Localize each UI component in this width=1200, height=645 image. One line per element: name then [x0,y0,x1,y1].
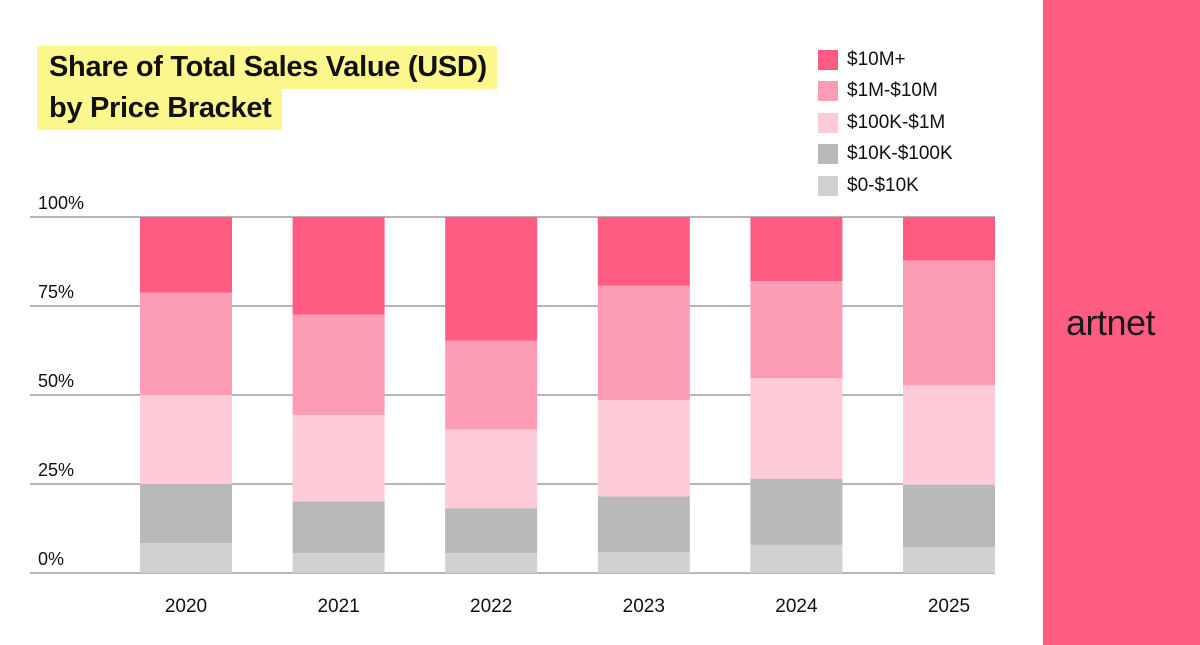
bar-segment-2025-10k100k [903,484,995,548]
y-tick-label: 25% [38,460,74,480]
legend-label: $1M-$10M [847,80,938,102]
x-tick-label: 2024 [775,596,818,617]
bar-segment-2025-10m [903,217,995,261]
bar-segment-2025-1m10m [903,260,995,386]
chart-title-line-1: Share of Total Sales Value (USD) [37,46,497,89]
x-tick-label: 2021 [317,596,359,617]
bar-segment-2023-100k1m [597,399,690,497]
legend-swatch [818,112,838,133]
bar-segment-2024-010k [750,544,843,573]
legend-swatch [818,49,838,70]
bar-segment-2023-010k [597,552,690,573]
chart-title: Share of Total Sales Value (USD) by Pric… [37,46,497,130]
x-tick-label: 2025 [928,596,970,617]
legend-item: $1M-$10M [818,76,953,108]
legend-item: $10M+ [818,44,953,76]
stacked-bar-chart: 0% 25% 50% 75% 100% 2020 2021 2022 2023 2024 2025 [30,193,995,617]
bar-segment-2022-100k1m [445,429,538,509]
bar-segment-2025-100k1m [903,385,995,485]
x-tick-label: 2023 [623,596,665,617]
bar-segment-2020-010k [140,543,232,573]
legend: $10M+ $1M-$10M $100K-$1M $10K-$100K $0-$10K [818,44,953,202]
bar-segment-2022-10k100k [445,508,538,554]
bar-segment-2022-1m10m [445,340,538,430]
legend-swatch [818,175,838,196]
legend-label: $0-$10K [847,174,919,196]
legend-swatch [818,81,838,102]
bar-segment-2024-100k1m [750,378,843,480]
bar-segment-2022-10m [445,217,538,341]
bar-segment-2024-10m [750,217,843,282]
y-tick-label: 50% [38,371,74,391]
x-tick-label: 2022 [470,596,512,617]
bar-segment-2021-10k100k [292,501,385,554]
legend-item: $0-$10K [818,170,953,202]
legend-item: $100K-$1M [818,107,953,139]
bar-segment-2021-010k [292,553,385,573]
bar-segment-2020-100k1m [140,395,232,484]
bar-segment-2021-10m [292,217,385,315]
legend-label: $100K-$1M [847,111,946,133]
bar-segment-2020-10m [140,217,232,293]
x-tick-label: 2020 [165,596,207,617]
brand-sidebar [1043,0,1200,645]
bar-segment-2022-010k [445,553,538,573]
bar-segment-2023-1m10m [597,285,690,400]
bar-segment-2024-10k100k [750,479,843,545]
chart-title-line-2: by Price Bracket [37,87,282,130]
bar-segment-2025-010k [903,547,995,573]
bar-segment-2023-10k100k [597,496,690,553]
bar-segment-2020-10k100k [140,484,232,544]
y-tick-label: 100% [38,193,84,213]
bar-segment-2023-10m [597,217,690,286]
legend-label: $10K-$100K [847,143,953,165]
bar-segment-2024-1m10m [750,281,843,379]
legend-swatch [818,144,838,165]
y-tick-label: 0% [38,549,64,569]
y-tick-label: 75% [38,282,74,302]
bar-segment-2021-1m10m [292,314,385,415]
bar-segment-2020-1m10m [140,292,232,395]
artnet-logo: artnet [1066,302,1156,343]
legend-item: $10K-$100K [818,139,953,171]
legend-label: $10M+ [847,48,906,70]
bar-segment-2021-100k1m [292,414,385,502]
